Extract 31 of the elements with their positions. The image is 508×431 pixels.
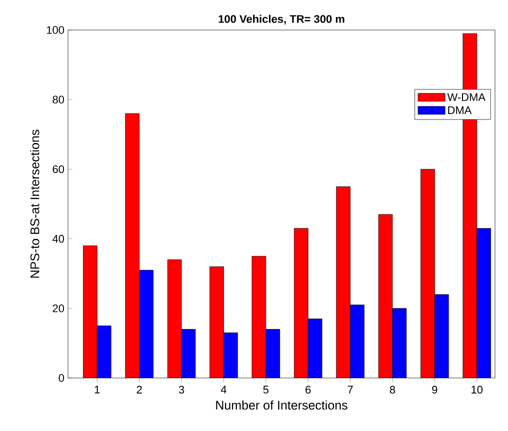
bar	[392, 308, 407, 378]
x-tick-label: 8	[390, 386, 396, 394]
x-tick-label: 1	[94, 386, 100, 394]
x-tick-label: 4	[220, 386, 226, 394]
bar	[308, 318, 322, 378]
y-tick-label: 60	[52, 165, 64, 174]
x-axis-title: Number of Intersections	[216, 400, 348, 410]
y-tick-label: 0	[58, 374, 64, 382]
x-tick-label: 2	[136, 386, 142, 394]
legend-label: DMA	[448, 106, 472, 114]
y-tick-label: 80	[52, 96, 64, 104]
bar	[476, 228, 491, 378]
x-tick-label: 5	[263, 386, 268, 394]
y-tick-label: 100	[46, 26, 64, 34]
chart-title: 100 Vehicles, TR= 300 m	[218, 14, 344, 24]
y-tick-label: 20	[52, 304, 64, 312]
x-tick-label: 10	[472, 386, 483, 394]
bar	[181, 329, 196, 378]
bar	[350, 304, 364, 378]
bar	[223, 332, 238, 378]
bar	[266, 329, 280, 378]
legend-label: W-DMA	[447, 93, 486, 101]
bar	[96, 326, 112, 378]
x-tick-label: 6	[306, 386, 311, 394]
bar	[139, 270, 154, 378]
x-tick-label: 7	[348, 386, 353, 394]
x-tick-label: 3	[178, 386, 184, 394]
bar	[434, 294, 449, 378]
y-tick-label: 40	[52, 234, 64, 243]
y-axis-title: NPS-to BS-at Intersections	[30, 130, 40, 278]
x-tick-label: 9	[432, 386, 438, 394]
